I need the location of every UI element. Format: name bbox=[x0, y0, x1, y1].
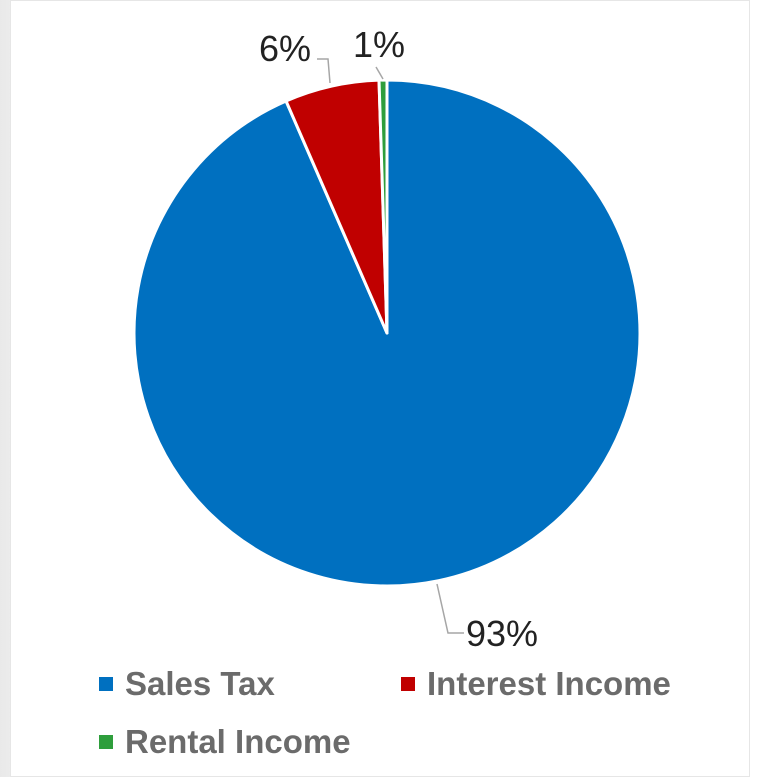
legend-label-sales-tax: Sales Tax bbox=[125, 665, 275, 702]
legend-swatch-sales-tax bbox=[99, 677, 113, 691]
data-label-rental-income: 1% bbox=[353, 24, 405, 65]
legend-swatch-interest-income bbox=[401, 677, 415, 691]
legend-label-rental-income: Rental Income bbox=[125, 723, 351, 760]
data-label-sales-tax: 93% bbox=[466, 613, 538, 654]
legend-item-rental-income: Rental Income bbox=[99, 723, 351, 761]
pie-chart: 93% 6% 1% bbox=[132, 24, 642, 654]
data-label-interest-income: 6% bbox=[259, 28, 311, 69]
legend-item-sales-tax: Sales Tax bbox=[99, 665, 275, 703]
pie-slice-rental-income bbox=[377, 78, 389, 335]
legend-label-interest-income: Interest Income bbox=[427, 665, 671, 702]
data-labels: 93% 6% 1% bbox=[259, 24, 538, 654]
leader-line-rental-income bbox=[375, 66, 384, 80]
leader-lines bbox=[317, 58, 464, 634]
leader-line-sales-tax bbox=[436, 583, 464, 634]
leader-line-interest-income bbox=[317, 58, 331, 84]
chart-frame: 93% 6% 1% Sales Tax Interest Income Rent… bbox=[10, 0, 750, 777]
pie-slices bbox=[132, 78, 642, 588]
legend-item-interest-income: Interest Income bbox=[401, 665, 671, 703]
legend-swatch-rental-income bbox=[99, 735, 113, 749]
